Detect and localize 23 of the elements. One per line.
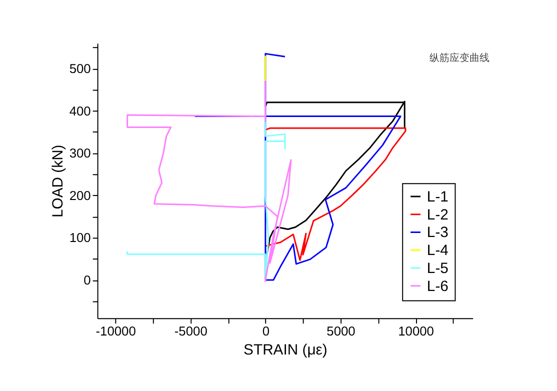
legend-label: L-1 xyxy=(426,189,448,206)
y-tick-label: 500 xyxy=(69,60,91,76)
y-tick-label: 200 xyxy=(69,188,91,203)
annotation: 纵筋应变曲线 xyxy=(429,52,490,64)
legend-label: L-2 xyxy=(426,207,448,224)
legend-label: L-4 xyxy=(426,243,448,260)
y-tick-label: 100 xyxy=(69,230,91,246)
x-tick-label: 0 xyxy=(262,324,270,338)
x-tick-label: 5000 xyxy=(326,324,356,338)
legend-label: L-3 xyxy=(426,225,448,242)
x-tick-label: -5000 xyxy=(174,324,208,338)
y-tick-label: 0 xyxy=(84,272,91,288)
x-tick-label: 10000 xyxy=(398,324,434,338)
line-series xyxy=(264,100,406,256)
legend-label: L-5 xyxy=(426,260,448,277)
x-tick-label: -10000 xyxy=(96,324,136,338)
x-axis-title: STRAIN (με) xyxy=(244,342,328,358)
line-series xyxy=(126,80,292,283)
y-tick-label: 300 xyxy=(69,146,91,161)
y-axis-title: LOAD (kN) xyxy=(50,144,66,218)
y-tick-label: 400 xyxy=(69,103,91,118)
legend-label: L-6 xyxy=(426,278,448,295)
line-series xyxy=(264,127,406,261)
